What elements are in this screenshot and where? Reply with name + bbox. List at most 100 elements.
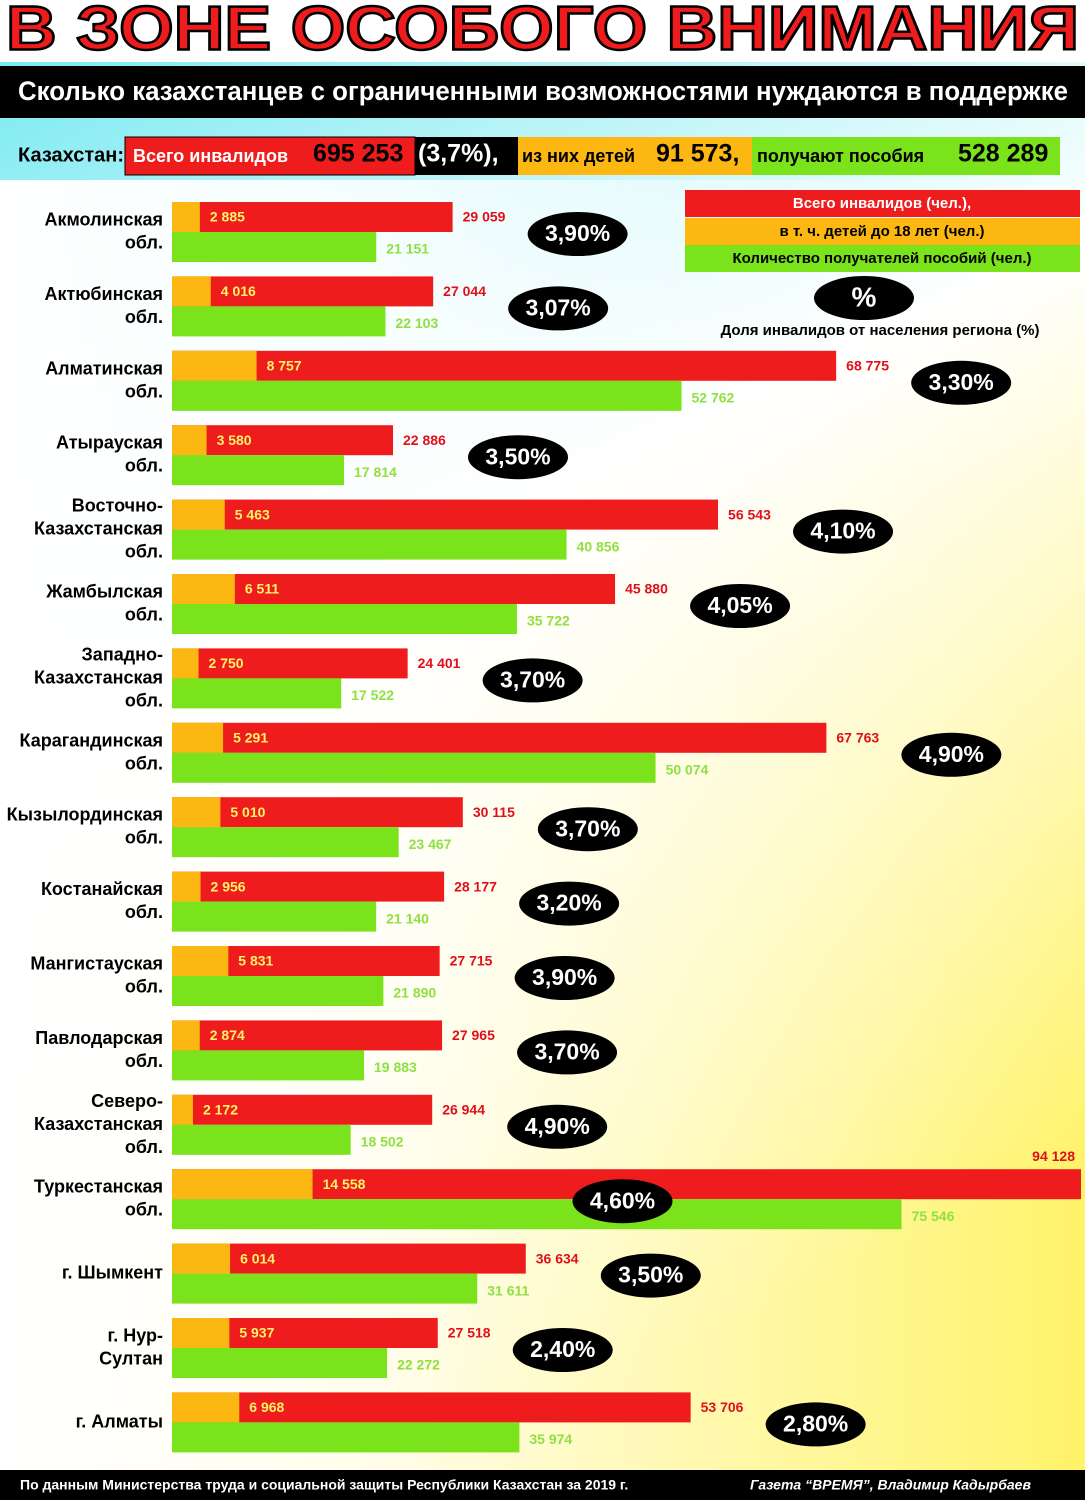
share-label: 3,20% <box>536 890 601 916</box>
bar-benefits <box>172 678 342 709</box>
bar-benefits <box>172 752 656 783</box>
benefits-label: 22 103 <box>395 315 438 331</box>
bar-benefits <box>172 455 345 486</box>
benefits-label: 17 522 <box>351 687 394 703</box>
legend-share-label: Доля инвалидов от населения региона (%) <box>721 322 1040 339</box>
bar-benefits <box>172 604 517 634</box>
share-marker <box>572 1179 673 1224</box>
bar-total <box>172 871 445 902</box>
total-label: 53 706 <box>701 1399 744 1415</box>
bar-total <box>172 1243 526 1274</box>
bar-benefits <box>172 529 567 560</box>
total-label: 24 401 <box>418 655 461 671</box>
benefits-label: 18 502 <box>361 1134 404 1150</box>
bar-benefits <box>172 232 377 262</box>
share-marker <box>508 286 609 331</box>
share-label: 3,70% <box>500 666 565 692</box>
bar-total <box>172 1392 691 1423</box>
share-marker <box>600 1253 701 1298</box>
benefits-label: 19 883 <box>374 1059 417 1075</box>
total-label: 45 880 <box>625 581 668 597</box>
summary-total-box <box>124 136 416 176</box>
benefits-label: 17 814 <box>354 464 397 480</box>
children-label: 5 831 <box>238 953 273 969</box>
summary-total: 695 253 <box>313 140 403 168</box>
bar-benefits <box>172 827 399 858</box>
legend-share-symbol: % <box>852 281 877 312</box>
bar-children <box>172 871 201 902</box>
bar-children <box>172 1020 200 1051</box>
children-label: 6 511 <box>245 581 279 597</box>
share-marker <box>507 1104 608 1149</box>
benefits-label: 75 546 <box>912 1208 955 1224</box>
footer-credit: Газета “ВРЕМЯ”, Владимир Кадырбаев <box>750 1477 1031 1493</box>
legend: Всего инвалидов (чел.), в т. ч. детей до … <box>685 190 1080 339</box>
footer-source: По данным Министерства труда и социально… <box>20 1477 628 1493</box>
benefits-label: 40 856 <box>577 538 620 554</box>
bar-children <box>172 574 235 604</box>
children-label: 5 463 <box>235 506 270 522</box>
children-label: 2 172 <box>203 1102 238 1118</box>
bar-total <box>172 1020 443 1051</box>
benefits-label: 31 611 <box>487 1282 529 1298</box>
bar-children <box>172 276 211 307</box>
benefits-label: 23 467 <box>409 836 452 852</box>
share-label: 4,10% <box>810 518 875 544</box>
summary-children-box <box>518 137 752 175</box>
bar-children <box>172 946 229 976</box>
bar-children <box>172 350 257 381</box>
share-marker <box>793 509 894 554</box>
bar-total <box>172 350 837 381</box>
category-label: Костанайская обл. <box>41 879 163 922</box>
bar-benefits <box>172 1199 902 1230</box>
children-label: 2 750 <box>209 655 244 671</box>
category-label: Карагандинская обл. <box>20 730 164 773</box>
benefits-label: 35 722 <box>527 613 570 629</box>
bar-total <box>172 1094 433 1125</box>
share-label: 4,60% <box>590 1187 655 1213</box>
bar-children <box>172 1243 231 1274</box>
plot: Акмолинская обл. 2 885 29 059 21 151 3,90% Акт… <box>7 202 1081 1453</box>
share-label: 3,30% <box>929 369 994 395</box>
share-label: 3,90% <box>532 964 597 990</box>
category-label: г. Нур-Султан <box>99 1325 163 1368</box>
subtitle: Сколько казахстанцев с ограниченными воз… <box>18 76 1068 106</box>
bar-children <box>172 425 207 456</box>
bar-total <box>172 574 616 604</box>
legend-swatch <box>685 245 1080 272</box>
share-label: 2,40% <box>530 1336 595 1362</box>
bar-benefits <box>172 380 682 411</box>
benefits-label: 50 074 <box>666 762 709 778</box>
children-label: 3 580 <box>217 432 252 448</box>
bar-children <box>172 1169 313 1200</box>
children-label: 5 937 <box>239 1325 274 1341</box>
bar-children <box>172 499 225 530</box>
share-label: 3,70% <box>555 815 620 841</box>
children-label: 6 014 <box>240 1250 275 1266</box>
share-label: 3,07% <box>526 294 591 320</box>
share-marker <box>527 212 628 256</box>
total-label: 67 763 <box>836 730 879 746</box>
share-marker <box>901 732 1002 777</box>
share-marker <box>468 435 569 480</box>
summary-children-text: из них детей <box>522 146 635 166</box>
bar-total <box>172 648 408 679</box>
category-label: Восточно-Казахстанская обл. <box>34 495 163 561</box>
total-label: 30 115 <box>473 804 515 820</box>
summary-share-box <box>415 137 518 175</box>
share-marker <box>482 658 583 703</box>
summary-benefits: 528 289 <box>958 140 1048 168</box>
bar-children <box>172 797 221 828</box>
category-label: Жамбылская обл. <box>45 581 163 624</box>
bar-children <box>172 1318 230 1348</box>
total-label: 94 128 <box>1032 1148 1075 1164</box>
bar-benefits <box>172 1348 388 1378</box>
benefits-label: 21 151 <box>386 241 429 257</box>
total-label: 28 177 <box>454 878 497 894</box>
total-label: 36 634 <box>536 1250 579 1266</box>
total-label: 29 059 <box>463 209 506 225</box>
bar-children <box>172 202 200 232</box>
share-label: 3,50% <box>485 443 550 469</box>
